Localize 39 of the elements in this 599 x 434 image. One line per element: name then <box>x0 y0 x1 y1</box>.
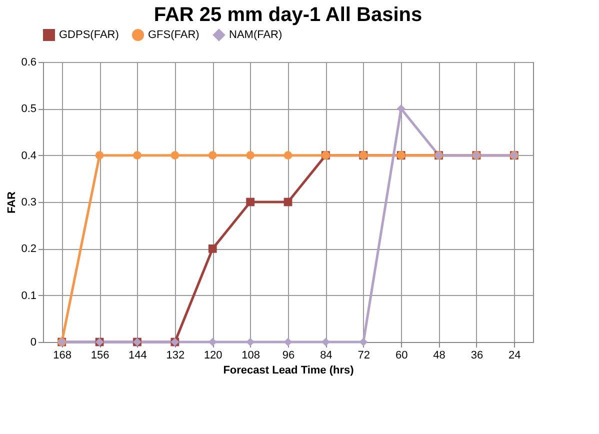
y-tick-label: 0.5 <box>21 103 36 116</box>
point <box>284 198 292 206</box>
point <box>246 198 254 206</box>
x-tick-label: 144 <box>128 350 147 362</box>
point <box>133 151 142 160</box>
x-tick-label: 108 <box>242 350 260 362</box>
x-tick-label: 84 <box>320 350 332 362</box>
y-tick-label: 0 <box>30 336 36 348</box>
chart-title: FAR 25 mm day-1 All Basins <box>154 4 422 26</box>
x-tick-label: 72 <box>358 350 370 362</box>
x-tick-label: 156 <box>90 350 110 362</box>
legend-label: GDPS(FAR) <box>59 29 119 41</box>
point <box>284 151 292 160</box>
y-tick-label: 0.1 <box>21 290 36 302</box>
x-tick-label: 36 <box>470 350 484 362</box>
legend-label: GFS(FAR) <box>148 29 200 41</box>
point <box>396 104 406 113</box>
point <box>246 338 254 346</box>
x-tick-label: 96 <box>282 350 295 362</box>
y-tick-label: 0.4 <box>21 150 36 162</box>
point <box>322 338 330 346</box>
point <box>208 244 217 253</box>
x-tick-label: 168 <box>53 350 72 362</box>
point <box>208 151 217 160</box>
x-tick-label: 120 <box>204 350 222 362</box>
legend-label: NAM(FAR) <box>229 29 282 41</box>
point <box>95 151 104 160</box>
x-tick-label: 24 <box>508 350 521 362</box>
x-axis-title: Forecast Lead Time (hrs) <box>223 364 354 376</box>
y-axis-title: FAR <box>6 191 18 214</box>
y-tick-label: 0.3 <box>21 196 36 208</box>
point <box>359 338 368 346</box>
y-tick-label: 0.6 <box>21 56 36 68</box>
point <box>246 151 254 160</box>
x-tick-label: 60 <box>395 350 408 362</box>
x-tick-label: 48 <box>433 350 446 362</box>
y-tick-label: 0.2 <box>21 243 36 256</box>
x-tick-label: 132 <box>166 350 185 362</box>
point <box>170 151 180 160</box>
